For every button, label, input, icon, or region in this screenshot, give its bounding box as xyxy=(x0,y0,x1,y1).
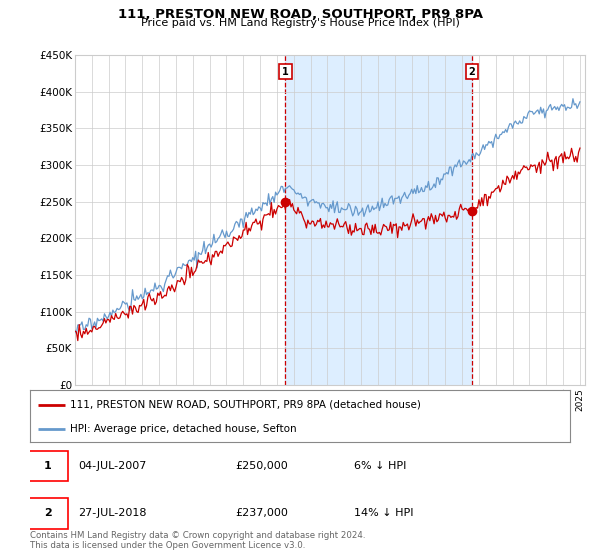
Text: 04-JUL-2007: 04-JUL-2007 xyxy=(79,461,147,471)
Text: Price paid vs. HM Land Registry's House Price Index (HPI): Price paid vs. HM Land Registry's House … xyxy=(140,18,460,29)
Text: 2: 2 xyxy=(44,508,52,519)
Text: Contains HM Land Registry data © Crown copyright and database right 2024.
This d: Contains HM Land Registry data © Crown c… xyxy=(30,530,365,550)
Text: 111, PRESTON NEW ROAD, SOUTHPORT, PR9 8PA: 111, PRESTON NEW ROAD, SOUTHPORT, PR9 8P… xyxy=(118,8,482,21)
FancyBboxPatch shape xyxy=(28,451,68,481)
Text: 2: 2 xyxy=(469,67,475,77)
Text: 6% ↓ HPI: 6% ↓ HPI xyxy=(354,461,406,471)
Text: HPI: Average price, detached house, Sefton: HPI: Average price, detached house, Seft… xyxy=(71,424,297,434)
Text: £250,000: £250,000 xyxy=(235,461,288,471)
Bar xyxy=(286,55,472,385)
FancyBboxPatch shape xyxy=(28,498,68,529)
Text: 1: 1 xyxy=(44,461,52,471)
Text: 27-JUL-2018: 27-JUL-2018 xyxy=(79,508,147,519)
Text: £237,000: £237,000 xyxy=(235,508,288,519)
Text: 111, PRESTON NEW ROAD, SOUTHPORT, PR9 8PA (detached house): 111, PRESTON NEW ROAD, SOUTHPORT, PR9 8P… xyxy=(71,400,421,409)
Text: 14% ↓ HPI: 14% ↓ HPI xyxy=(354,508,413,519)
Text: 1: 1 xyxy=(282,67,289,77)
